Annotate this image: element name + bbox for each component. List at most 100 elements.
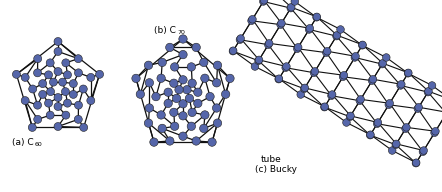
Circle shape bbox=[260, 0, 268, 4]
Circle shape bbox=[412, 159, 420, 166]
Circle shape bbox=[248, 17, 255, 25]
Circle shape bbox=[12, 70, 20, 78]
Circle shape bbox=[34, 101, 42, 109]
Circle shape bbox=[213, 61, 222, 70]
Circle shape bbox=[340, 71, 348, 79]
Circle shape bbox=[179, 76, 187, 84]
Circle shape bbox=[179, 132, 187, 140]
Circle shape bbox=[275, 75, 283, 83]
Text: (a) C: (a) C bbox=[12, 137, 34, 146]
Circle shape bbox=[194, 99, 202, 108]
Circle shape bbox=[46, 88, 54, 96]
Circle shape bbox=[39, 90, 47, 98]
Text: tube: tube bbox=[261, 156, 282, 165]
Circle shape bbox=[277, 21, 284, 28]
Circle shape bbox=[324, 47, 331, 55]
Circle shape bbox=[192, 43, 200, 52]
Circle shape bbox=[164, 99, 172, 108]
Circle shape bbox=[21, 97, 29, 105]
Circle shape bbox=[397, 80, 405, 88]
Circle shape bbox=[54, 68, 62, 75]
Circle shape bbox=[74, 101, 83, 109]
Circle shape bbox=[237, 35, 244, 42]
Circle shape bbox=[34, 55, 42, 63]
Circle shape bbox=[28, 123, 36, 132]
Text: (c) Bucky: (c) Bucky bbox=[255, 166, 297, 175]
Circle shape bbox=[420, 147, 427, 154]
Circle shape bbox=[145, 79, 153, 87]
Circle shape bbox=[179, 100, 187, 108]
Circle shape bbox=[95, 70, 103, 78]
Circle shape bbox=[385, 101, 392, 108]
Circle shape bbox=[311, 68, 319, 75]
Circle shape bbox=[187, 122, 195, 131]
Circle shape bbox=[333, 31, 341, 39]
Circle shape bbox=[373, 120, 381, 127]
Circle shape bbox=[152, 92, 160, 101]
Circle shape bbox=[64, 71, 72, 79]
Circle shape bbox=[251, 63, 259, 70]
Circle shape bbox=[187, 63, 195, 71]
Circle shape bbox=[313, 13, 320, 21]
Circle shape bbox=[59, 78, 67, 86]
Circle shape bbox=[188, 108, 196, 117]
Circle shape bbox=[229, 47, 237, 55]
Circle shape bbox=[171, 63, 179, 71]
Circle shape bbox=[278, 19, 285, 27]
Circle shape bbox=[74, 69, 83, 77]
Circle shape bbox=[414, 105, 422, 113]
Circle shape bbox=[206, 92, 214, 101]
Circle shape bbox=[351, 54, 358, 61]
Circle shape bbox=[265, 40, 273, 47]
Circle shape bbox=[282, 63, 290, 70]
Circle shape bbox=[170, 108, 178, 117]
Circle shape bbox=[213, 79, 221, 87]
Circle shape bbox=[157, 111, 165, 119]
Circle shape bbox=[343, 119, 350, 126]
Circle shape bbox=[208, 138, 216, 146]
Circle shape bbox=[179, 50, 187, 59]
Circle shape bbox=[389, 147, 396, 154]
Circle shape bbox=[359, 41, 366, 49]
Circle shape bbox=[392, 141, 400, 149]
Circle shape bbox=[229, 47, 237, 55]
Circle shape bbox=[54, 103, 62, 111]
Text: 70: 70 bbox=[177, 30, 185, 35]
Circle shape bbox=[306, 25, 314, 32]
Circle shape bbox=[236, 36, 244, 44]
Circle shape bbox=[369, 75, 377, 83]
Circle shape bbox=[179, 112, 187, 120]
Circle shape bbox=[382, 54, 390, 61]
Circle shape bbox=[194, 88, 202, 96]
Circle shape bbox=[166, 43, 174, 52]
Circle shape bbox=[305, 26, 313, 33]
Circle shape bbox=[346, 113, 354, 121]
Circle shape bbox=[424, 88, 432, 96]
Circle shape bbox=[185, 94, 194, 103]
Circle shape bbox=[321, 103, 328, 111]
Circle shape bbox=[54, 94, 62, 102]
Circle shape bbox=[402, 125, 409, 132]
Circle shape bbox=[69, 80, 77, 88]
Circle shape bbox=[275, 75, 282, 83]
Circle shape bbox=[293, 45, 301, 53]
Circle shape bbox=[200, 124, 208, 133]
Circle shape bbox=[328, 91, 336, 98]
Circle shape bbox=[201, 74, 209, 82]
Circle shape bbox=[320, 103, 328, 111]
Circle shape bbox=[367, 131, 374, 138]
Circle shape bbox=[255, 56, 263, 64]
Circle shape bbox=[379, 60, 387, 67]
Circle shape bbox=[339, 73, 347, 80]
Circle shape bbox=[45, 99, 53, 107]
Circle shape bbox=[412, 159, 420, 167]
Circle shape bbox=[425, 88, 432, 95]
Circle shape bbox=[368, 77, 376, 84]
Circle shape bbox=[404, 70, 412, 77]
Text: (b) C: (b) C bbox=[154, 26, 176, 35]
Circle shape bbox=[201, 111, 209, 119]
Circle shape bbox=[145, 104, 153, 112]
Circle shape bbox=[432, 127, 439, 135]
Circle shape bbox=[301, 85, 308, 93]
Circle shape bbox=[404, 69, 412, 77]
